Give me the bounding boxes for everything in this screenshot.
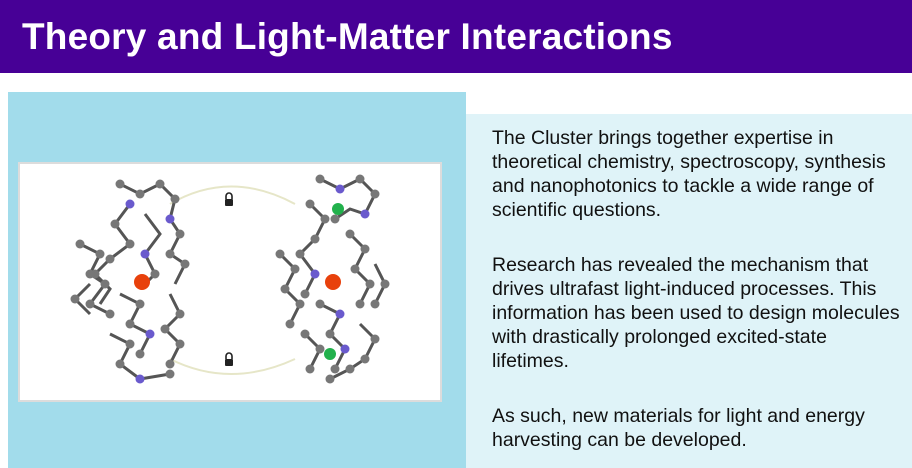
paragraph-research: Research has revealed the mechanism that… (492, 254, 900, 372)
arc-top (169, 185, 296, 205)
molecule-figure (18, 162, 442, 402)
molecular-structure-illustration (70, 174, 390, 384)
metal-center-atom (134, 274, 150, 290)
text-panel (466, 114, 912, 468)
page-title: Theory and Light-Matter Interactions (22, 15, 673, 57)
title-bar: Theory and Light-Matter Interactions (0, 0, 912, 73)
paragraph-outcome: As such, new materials for light and ene… (492, 405, 865, 451)
arc-bottom (169, 358, 296, 375)
left-molecule (72, 182, 187, 381)
green-atom (332, 203, 344, 215)
left-atoms (70, 179, 190, 384)
paragraph-intro: The Cluster brings together expertise in… (492, 127, 886, 221)
padlock-icon (225, 352, 233, 366)
spacer (465, 92, 912, 114)
right-atoms (275, 174, 390, 384)
green-atom (324, 348, 336, 360)
metal-center-atom (325, 274, 341, 290)
padlock-icon (225, 192, 233, 206)
